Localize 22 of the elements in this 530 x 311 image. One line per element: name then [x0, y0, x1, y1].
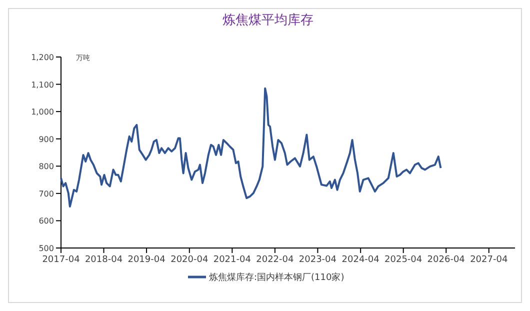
y-tick-label: 900	[38, 134, 54, 144]
x-tick-label: 2026-04	[427, 255, 466, 265]
x-tick-label: 2024-04	[342, 255, 380, 265]
x-tick-label: 2022-04	[256, 255, 294, 265]
y-tick-label: 500	[38, 244, 54, 253]
y-tick-label: 1,200	[31, 53, 54, 62]
x-tick-label: 2023-04	[298, 255, 337, 265]
x-tick-label: 2020-04	[170, 255, 208, 265]
y-tick-label: 1,100	[31, 80, 54, 90]
y-tick-label: 600	[38, 216, 54, 226]
x-tick-label: 2019-04	[128, 255, 166, 265]
chart-title: 炼焦煤平均库存	[222, 13, 314, 28]
x-tick-label: 2021-04	[213, 255, 252, 265]
x-tick-label: 2025-04	[384, 255, 422, 265]
y-tick-label: 700	[38, 189, 54, 198]
x-tick-label: 2018-04	[84, 255, 123, 265]
legend-label: 炼焦煤库存:国内样本钢厂(110家)	[209, 272, 344, 283]
y-tick-label: 1,000	[31, 108, 54, 117]
x-tick-label: 2017-04	[42, 255, 80, 265]
y-tick-label: 800	[38, 162, 54, 172]
x-tick-label: 2027-04	[470, 255, 508, 265]
line-series	[60, 87, 442, 208]
